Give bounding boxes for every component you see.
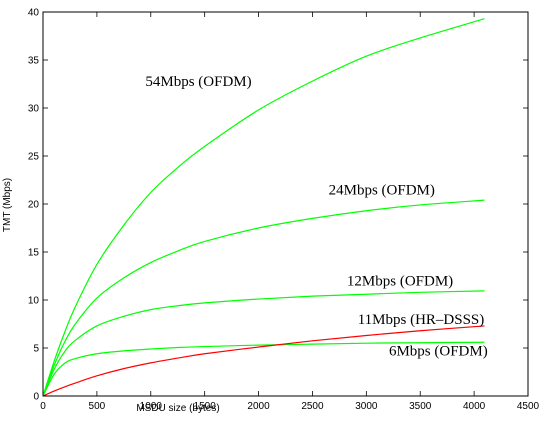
y-tick-label: 25 xyxy=(28,152,40,163)
x-tick-label: 2500 xyxy=(301,401,324,412)
series-label-0: 54Mbps (OFDM) xyxy=(145,74,251,90)
y-tick-label: 10 xyxy=(28,296,40,307)
series-label-4: 6Mbps (OFDM) xyxy=(389,344,488,360)
series-line-1 xyxy=(42,199,485,397)
x-axis-title: MSDU size (bytes) xyxy=(136,403,219,414)
y-tick-label: 20 xyxy=(28,200,40,211)
x-tick-label: 0 xyxy=(40,401,46,412)
ticks-layer: 0 500 1000 1500 2000 2500 3000 3500 4000 4500 0 5 10… xyxy=(28,8,540,413)
series-label-3: 11Mbps (HR–DSSS) xyxy=(358,312,485,328)
x-tick-label: 500 xyxy=(89,401,106,412)
plot-frame xyxy=(42,11,529,397)
y-tick-label: 35 xyxy=(28,56,40,67)
series-line-2 xyxy=(42,290,485,397)
series-layer xyxy=(42,18,485,397)
x-tick-label: 2000 xyxy=(247,401,270,412)
series-line-3 xyxy=(42,341,485,397)
y-tick-label: 15 xyxy=(28,248,40,259)
y-tick-label: 5 xyxy=(33,344,39,355)
annotation-layer: 54Mbps (OFDM) 24Mbps (OFDM) 12Mbps (OFDM) 1… xyxy=(145,74,487,360)
series-line-0 xyxy=(42,18,485,397)
x-tick-label: 3000 xyxy=(355,401,378,412)
x-tick-label: 1000 xyxy=(140,401,163,412)
x-tick-label: 1500 xyxy=(194,401,217,412)
plot-area xyxy=(42,11,529,397)
x-tick-label: 4500 xyxy=(517,401,540,412)
x-tick-label: 4000 xyxy=(463,401,486,412)
y-axis-title: TMT (Mbps) xyxy=(2,178,13,232)
x-tick-label: 3500 xyxy=(409,401,432,412)
y-tick-label: 30 xyxy=(28,104,40,115)
y-tick-label: 0 xyxy=(33,392,39,403)
y-tick-label: 40 xyxy=(28,8,40,19)
series-line-4 xyxy=(42,325,485,397)
series-label-1: 24Mbps (OFDM) xyxy=(329,182,435,198)
series-label-2: 12Mbps (OFDM) xyxy=(347,274,453,290)
